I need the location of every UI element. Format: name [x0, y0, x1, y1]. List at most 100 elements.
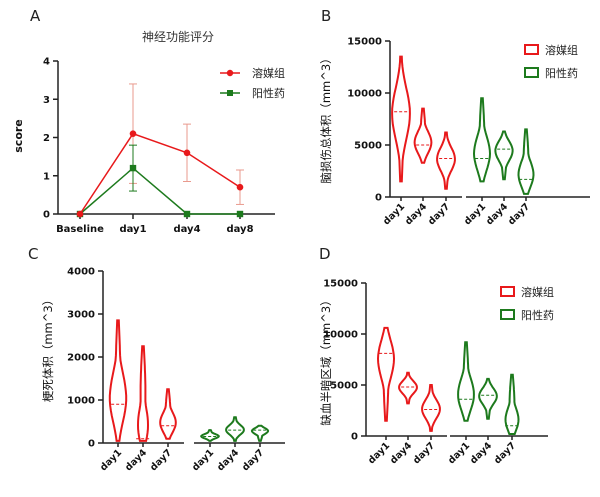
panel-c-x-tick-label: day4 — [123, 447, 149, 473]
series-line-drug — [79, 167, 240, 215]
panel-a-y-tick-label: 2 — [43, 133, 50, 144]
panel-b-y-tick-label: 5000 — [354, 141, 382, 152]
legend-item-vehicle: 溶媒组 — [524, 43, 578, 57]
panel-d-x-tick-label: day4 — [388, 440, 414, 466]
violin-drug — [472, 97, 492, 183]
panel-d-y-tick-label: 10000 — [323, 330, 358, 341]
panel-c-x-tick-label: day7 — [240, 447, 266, 473]
violin-vehicle — [398, 371, 418, 405]
legend-item-drug: 阳性药 — [500, 308, 554, 322]
panel-d-x-tick-label: day7 — [492, 440, 518, 466]
panel-c-x-tick-label: day7 — [148, 447, 174, 473]
legend-item-drug: 阳性药 — [524, 66, 578, 80]
panel-a-y-axis-label: score — [12, 119, 25, 153]
panel-d-x-tick-label: day4 — [468, 440, 494, 466]
panel-b-violins — [391, 55, 535, 195]
panel-a-y-tick-label: 3 — [43, 95, 50, 106]
panel-b-x-tick-label: day1 — [462, 201, 488, 227]
panel-b-x-tick-label: day7 — [426, 201, 452, 227]
data-point-vehicle — [129, 130, 137, 137]
violin-drug — [225, 416, 245, 442]
panel-a-y-tick-label: 0 — [43, 210, 50, 221]
panel-d-x-tick-label: day1 — [446, 440, 472, 466]
violin-vehicle — [108, 319, 128, 442]
violin-vehicle — [421, 384, 441, 432]
violin-vehicle — [159, 388, 177, 440]
legend-label-vehicle: 溶媒组 — [252, 66, 285, 80]
panel-b-x-tick-label: day1 — [381, 201, 407, 227]
violin-vehicle — [413, 107, 433, 164]
violin-drug — [517, 128, 535, 195]
panel-a-x-tick-label: day1 — [119, 224, 146, 235]
panel-a-axes: 0 1 2 3 4 Baseline day1 day4 day8 — [43, 57, 275, 235]
panel-a-x-tick-label: day4 — [173, 224, 200, 235]
panel-b-y-tick-label: 15000 — [347, 37, 382, 48]
violin-drug — [200, 429, 220, 442]
panel-a-errorbars — [129, 83, 244, 205]
legend-label-drug: 阳性药 — [545, 66, 578, 80]
panel-d-y-tick-label: 0 — [351, 432, 358, 443]
violin-drug — [457, 341, 475, 422]
panel-a-letter: A — [30, 7, 41, 25]
panel-d-letter: D — [319, 245, 331, 263]
violin-drug — [504, 373, 520, 435]
panel-c-y-tick-label: 0 — [88, 439, 95, 450]
panel-b-y-tick-label: 0 — [375, 193, 382, 204]
data-point-vehicle — [76, 210, 84, 218]
panel-c-violins — [108, 319, 270, 442]
panel-a-x-tick-label: day8 — [226, 224, 253, 235]
legend-item-vehicle: 溶媒组 — [500, 285, 554, 299]
panel-b-letter: B — [321, 7, 331, 25]
panel-c-y-axis-label: 梗死体积（mm^3） — [41, 294, 55, 402]
violin-vehicle — [436, 131, 456, 190]
panel-d-x-tick-label: day1 — [366, 440, 392, 466]
panel-b-legend: 溶媒组 阳性药 — [524, 43, 578, 80]
legend-item-drug: 阳性药 — [220, 86, 285, 100]
panel-d-violins — [376, 326, 520, 435]
violin-vehicle — [376, 326, 396, 422]
legend-label-drug: 阳性药 — [252, 86, 285, 100]
violin-drug — [250, 424, 270, 442]
panel-a-legend: 溶媒组 阳性药 — [220, 66, 285, 100]
panel-d-y-axis-label: 缺血半暗区域（mm^3） — [319, 294, 333, 425]
violin-vehicle — [391, 55, 411, 183]
data-point-vehicle — [183, 149, 191, 157]
panel-c-x-tick-label: day1 — [190, 447, 216, 473]
panel-a-title: 神经功能评分 — [142, 30, 214, 44]
panel-b-y-axis-label: 脑损伤总体积（mm^3） — [319, 52, 333, 183]
panel-c-y-tick-label: 1000 — [67, 396, 95, 407]
panel-b-x-tick-label: day4 — [484, 201, 510, 227]
legend-label-vehicle: 溶媒组 — [521, 285, 554, 299]
data-point-drug — [236, 210, 244, 218]
panel-d-legend: 溶媒组 阳性药 — [500, 285, 554, 322]
violin-vehicle — [136, 345, 150, 442]
series-line-vehicle — [79, 132, 241, 215]
legend-label-vehicle: 溶媒组 — [545, 43, 578, 57]
legend-label-drug: 阳性药 — [521, 308, 554, 322]
panel-b-x-tick-label: day4 — [403, 201, 429, 227]
panel-d-y-tick-label: 15000 — [323, 279, 358, 290]
panel-b-x-tick-label: day7 — [506, 201, 532, 227]
panel-c-y-tick-label: 2000 — [67, 353, 95, 364]
panel-b: B 脑损伤总体积（mm^3） 050001000015000day1day4da… — [319, 7, 590, 227]
panel-c-letter: C — [28, 245, 38, 263]
panel-a-x-tick-label: Baseline — [56, 224, 104, 235]
data-point-drug — [129, 164, 137, 172]
panel-d: D 缺血半暗区域（mm^3） 050001000015000day1day4da… — [319, 245, 554, 466]
panel-b-y-tick-label: 10000 — [347, 89, 382, 100]
panel-c-x-tick-label: day4 — [215, 447, 241, 473]
data-point-drug — [183, 210, 191, 218]
panel-c-y-tick-label: 3000 — [67, 310, 95, 321]
panel-c-x-tick-label: day1 — [98, 447, 124, 473]
panel-a: A 神经功能评分 score 0 1 2 3 4 Baseline day1 day4 day8… — [12, 7, 285, 235]
panel-d-y-tick-label: 5000 — [330, 381, 358, 392]
panel-a-y-tick-label: 1 — [43, 171, 50, 182]
panel-a-y-tick-label: 4 — [43, 57, 50, 68]
data-point-vehicle — [236, 183, 244, 191]
violin-drug — [494, 130, 514, 181]
